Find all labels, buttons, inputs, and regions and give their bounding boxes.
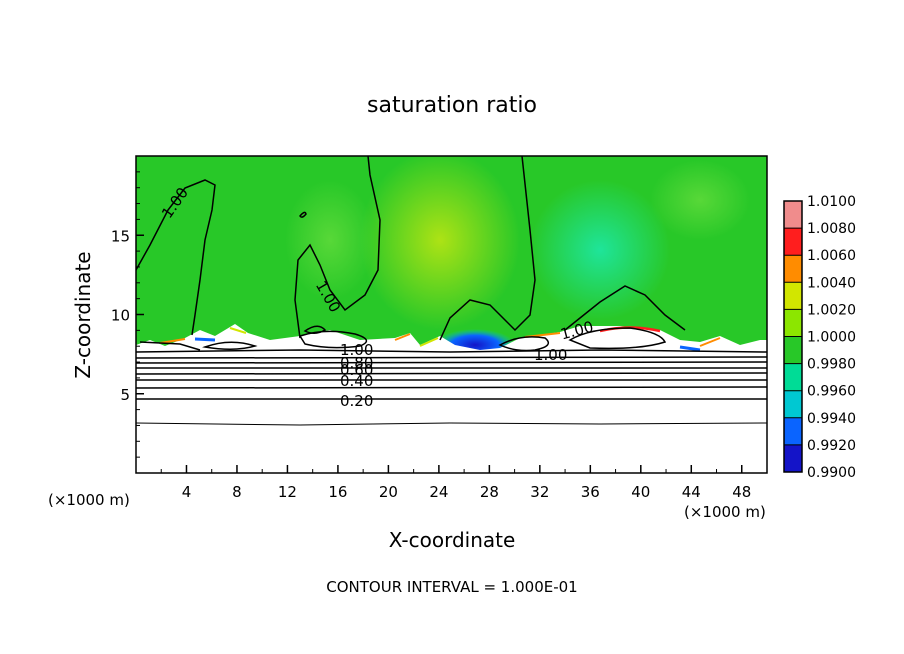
colorbar-segment [784, 228, 802, 256]
contour-interval: CONTOUR INTERVAL = 1.000E-01 [326, 578, 577, 596]
x-axis-label: X-coordinate [389, 528, 516, 552]
contour-cloud-1 [298, 330, 368, 349]
x-tick-label: 40 [631, 483, 650, 501]
contour-0.70 [136, 361, 767, 364]
contour-cloud-5 [139, 341, 201, 351]
contour-label: 0.80 [340, 354, 373, 372]
colorbar-segment [784, 336, 802, 364]
contour-1.00-f [299, 211, 307, 218]
field-low-region-2 [650, 160, 750, 240]
x-tick-label: 28 [480, 483, 499, 501]
colorbar-label: 0.9980 [807, 357, 856, 373]
colorbar-label: 0.9940 [807, 411, 856, 427]
plot-area: 1.00 1.00 1.00 1.00 1.00 0.80 0.60 0.40 … [136, 156, 767, 473]
field-high-region [360, 156, 520, 330]
field-low-region [530, 180, 670, 320]
colorbar-segment [784, 417, 802, 445]
contour-0.80 [136, 356, 767, 359]
x-tick-label: 16 [328, 483, 347, 501]
chart-title: saturation ratio [367, 93, 537, 118]
colorbar-segment [784, 363, 802, 391]
colorbar-segment [784, 201, 802, 229]
y-axis-label: Z-coordinate [71, 251, 95, 378]
x-unit-left: (×1000 m) [48, 491, 130, 509]
contour-0.50 [136, 372, 767, 375]
contour-cloud-2 [498, 336, 550, 352]
contour-1.00-d [564, 285, 686, 331]
contour-cloud-3 [568, 327, 667, 350]
y-tick-label: 15 [111, 227, 130, 245]
contour-label: 1.00 [340, 341, 373, 359]
contour-label: 0.60 [340, 361, 373, 379]
contour-lines [136, 156, 767, 426]
x-tick-label: 12 [278, 483, 297, 501]
contour-cloud-4 [202, 341, 258, 350]
contour-1.00-a [136, 179, 216, 336]
x-tick-label: 4 [182, 483, 192, 501]
y-tick-label: 5 [120, 386, 130, 404]
y-tick-label: 10 [111, 307, 130, 325]
contour-0.30 [136, 386, 767, 389]
edge-streak-yellow [229, 327, 439, 347]
colorbar-label: 1.0000 [807, 330, 856, 346]
colorbar-segment [784, 255, 802, 283]
colorbar-label: 1.0080 [807, 221, 856, 237]
colorbar-label: 0.9960 [807, 384, 856, 400]
colorbar-label: 1.0040 [807, 275, 856, 291]
x-unit-right: (×1000 m) [684, 503, 766, 521]
contour-0.10 [136, 422, 767, 426]
colorbar: 0.9900 0.9920 0.9940 0.9960 0.9980 1.0000 1.00… [783, 194, 856, 481]
edge-streak-orange [159, 332, 721, 347]
colorbar-segment [784, 282, 802, 310]
colorbar-segment [784, 309, 802, 337]
colorbar-label: 0.9900 [807, 465, 856, 481]
colorbar-label: 0.9920 [807, 438, 856, 454]
x-tick-label: 24 [429, 483, 448, 501]
x-tick-label: 20 [379, 483, 398, 501]
edge-streak-blue [194, 337, 701, 352]
contour-label: 1.00 [534, 346, 567, 364]
contour-1.00-b [294, 156, 381, 339]
colorbar-label: 1.0100 [807, 194, 856, 210]
x-tick-label: 8 [232, 483, 242, 501]
x-tick-label: 32 [530, 483, 549, 501]
colorbar-label: 1.0060 [807, 248, 856, 264]
x-tick-label: 36 [581, 483, 600, 501]
contour-label: 0.20 [340, 392, 373, 410]
colorbar-segment [784, 390, 802, 418]
colorbar-segment [784, 444, 802, 472]
field-high-region-2 [285, 180, 375, 300]
contour-0.90 [136, 349, 767, 353]
colorbar-label: 1.0020 [807, 302, 856, 318]
x-tick-label: 48 [732, 483, 751, 501]
contour-label: 0.40 [340, 372, 373, 390]
x-axis: 4 8 12 16 20 24 28 32 36 40 44 48 [160, 465, 751, 501]
x-tick-label: 44 [682, 483, 701, 501]
y-axis: 5 10 15 [111, 171, 144, 458]
contour-1.00-c [439, 156, 536, 341]
